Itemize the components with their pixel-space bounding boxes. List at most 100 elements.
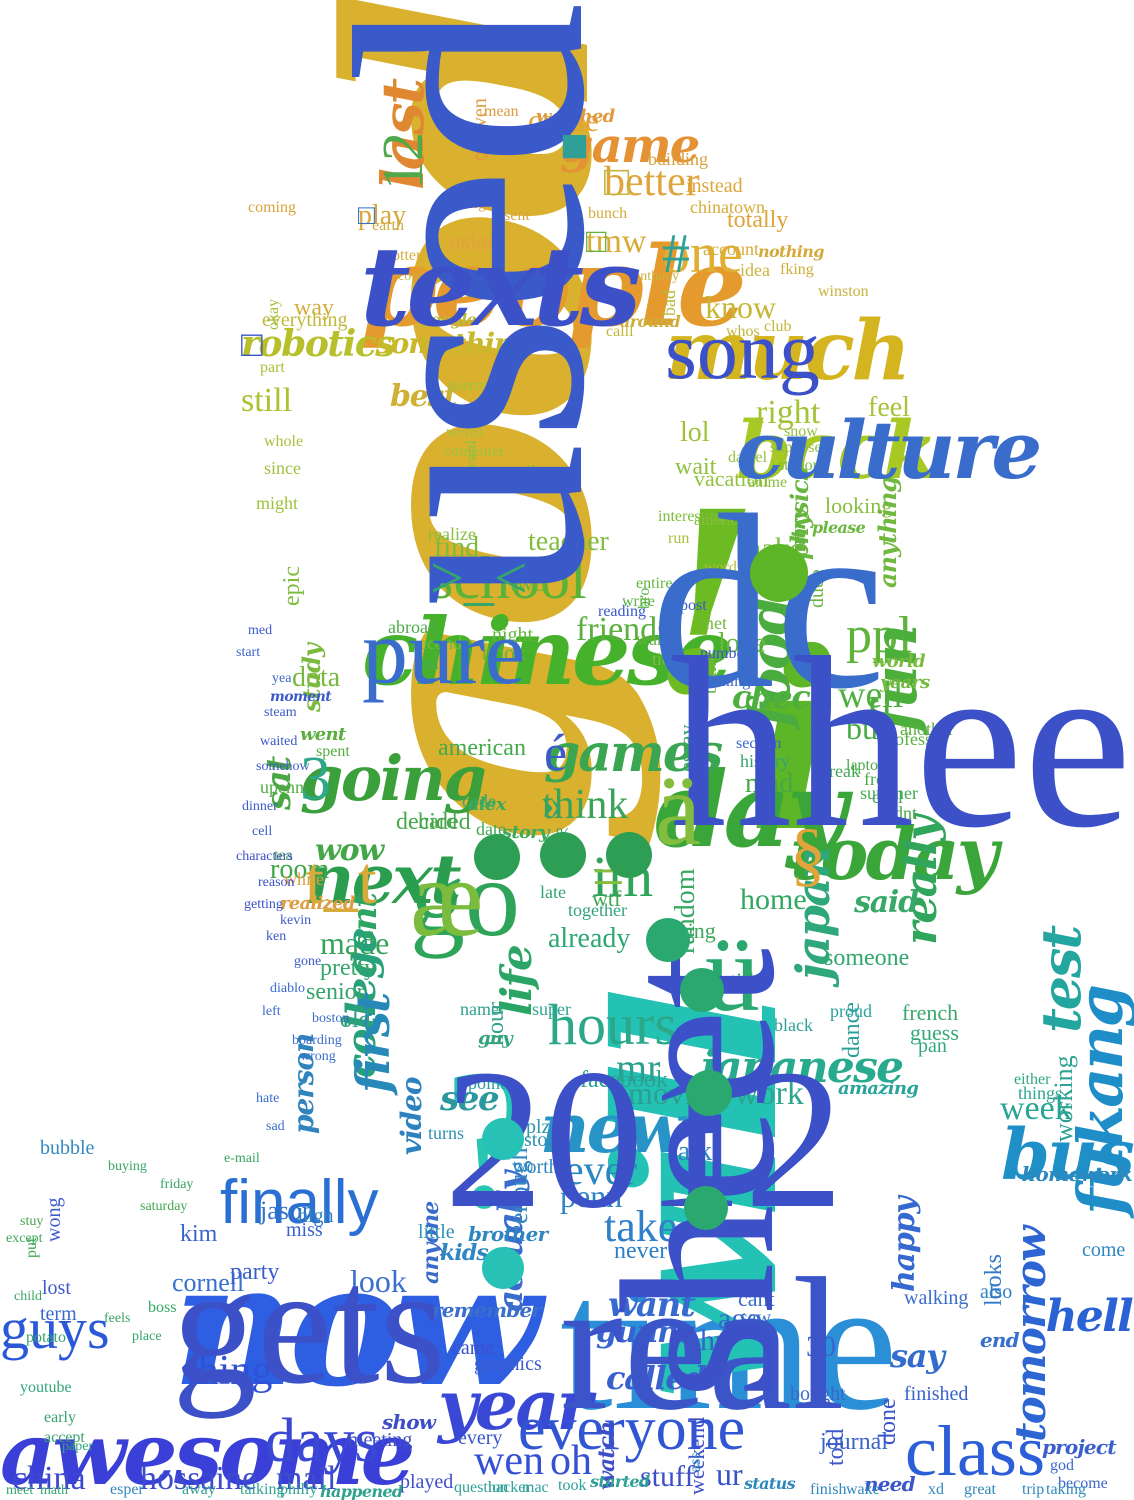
cloud-word: since [264,458,301,478]
cloud-word: flight [464,195,499,212]
cloud-word: black [774,1015,813,1035]
cloud-word: wake [846,1481,880,1498]
cloud-word: dota [292,662,341,693]
cloud-word: gets [172,1231,446,1419]
cloud-word: know [705,289,777,325]
cloud-word: whos [726,323,760,340]
cloud-word: idea [740,260,770,280]
cloud-word: one [662,223,743,285]
cloud-word: e-mail [224,1151,260,1166]
cloud-word: words [704,559,744,576]
cloud-word: called [606,1359,707,1397]
cloud-word: someone [824,945,910,971]
cloud-word: tmw [586,223,647,260]
cloud-word: history [740,751,791,771]
cloud-word: world [872,651,926,672]
cloud-word: days [265,1407,379,1475]
cloud-word: wrong [300,1049,336,1064]
cloud-word: game [560,118,700,174]
cloud-word: ä [655,752,702,867]
cloud-word: brother [468,1222,548,1246]
cloud-word: day [655,748,847,871]
cloud-word: jason [260,1196,315,1225]
cloud-word: late [540,882,566,902]
cloud-word: copy [398,269,426,284]
cloud-word: pan [918,1035,947,1057]
cloud-word: teacher [528,526,609,557]
cloud-word: » [542,782,563,828]
cloud-word: week [1000,1090,1072,1127]
cloud-word: china [12,1460,86,1497]
dot-mark [474,834,520,880]
cloud-word: song [665,305,820,396]
cloud-word: stuy [20,1214,44,1229]
cloud-word: remember [432,1298,542,1322]
cloud-word: turns [428,1123,464,1143]
cloud-word: hacker [488,1479,531,1496]
cloud-word: mr [616,1045,661,1090]
cloud-word: club [764,318,792,335]
cloud-word: ass [687,1452,704,1472]
cloud-word: ken [266,929,287,944]
cloud-word: section [736,735,782,752]
cloud-word: spent [316,743,350,760]
cloud-word: another [900,719,954,739]
cloud-word: homework [1021,1162,1133,1186]
cloud-word: abroad [388,617,437,637]
cloud-word: hell [1045,1291,1134,1342]
cloud-word: watched [536,106,615,127]
cloud-word: moment [270,689,332,705]
cloud-word: account [703,239,759,259]
cloud-word: meeting [348,1429,413,1451]
cloud-word: philly [280,1481,318,1498]
cloud-word: break [820,761,860,781]
cloud-word: somehow [256,759,310,774]
cloud-word: sent [504,207,530,224]
cloud-word: # [662,223,690,285]
cloud-word: say [890,1337,945,1375]
cloud-word: bubble [40,1137,95,1159]
cloud-word: years [880,672,930,693]
cloud-word: today [790,811,999,896]
cloud-word: student [498,475,545,492]
cloud-word: point [468,1073,506,1093]
cloud-word: now [172,1225,542,1425]
cloud-word: ur [716,1456,743,1492]
cloud-word: school [430,545,587,611]
cloud-word: sad [266,1119,285,1134]
cloud-word: way [294,295,334,321]
cloud-word: nothing [758,242,824,261]
cloud-word: buying [108,1159,147,1174]
cloud-word: summer [860,783,918,803]
cloud-word: mac [522,1479,549,1496]
cloud-word: cell [252,824,273,839]
cloud-word: looking [825,493,893,518]
cloud-word: □ [586,223,607,260]
cloud-word: ago [718,1302,762,1335]
cloud-word: t_t [305,842,377,918]
cloud-word: look [350,1263,407,1299]
cloud-word: realize [428,524,476,544]
cloud-word: steam [264,705,297,720]
cloud-word: bux [846,710,894,746]
cloud-word: back [736,403,938,497]
cloud-word: miss [286,1219,323,1241]
cloud-word: second [412,633,462,653]
cloud-word: weird [446,424,483,441]
cloud-word: tickets [652,649,699,669]
cloud-word: left [262,1004,281,1019]
cloud-word: decided [396,809,471,835]
cloud-word: guys [0,1296,110,1361]
cloud-word: asian [450,229,500,255]
dot-mark [684,1186,728,1230]
cloud-word: entire [636,575,673,592]
cloud-word: book [482,640,526,665]
cloud-word: name [460,999,499,1019]
cloud-word: wtf [592,886,622,911]
cloud-word: kevin [280,913,312,928]
cloud-word: looks [981,1253,1007,1306]
cloud-word: hossaine [140,1460,258,1497]
cloud-word: japanese [700,1042,904,1093]
cloud-word: reading [598,603,646,620]
cloud-word: xd [928,1481,944,1498]
